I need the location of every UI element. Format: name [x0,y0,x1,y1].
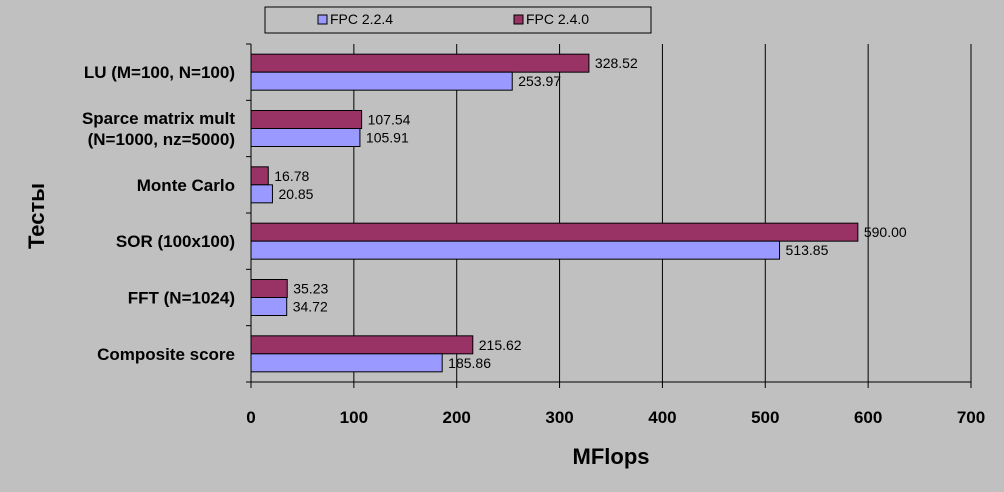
category-label: (N=1000, nz=5000) [88,130,235,149]
data-label: 34.72 [293,299,328,315]
legend: FPC 2.2.4 FPC 2.4.0 [264,6,652,34]
bar [250,297,288,316]
x-axis-title: MFlops [573,444,650,469]
bar [250,279,288,298]
data-label: 215.62 [479,337,522,353]
category-label: Monte Carlo [137,176,235,195]
data-label: 185.86 [448,355,491,371]
legend-box [264,6,652,34]
legend-swatch [317,14,328,25]
data-label: 590.00 [864,224,907,240]
grid-lines [353,44,972,382]
data-label: 513.85 [786,242,829,258]
axes [246,43,972,388]
y-axis-title: Тесты [24,183,49,249]
category-label: LU (M=100, N=100) [84,63,235,82]
x-tick-label: 0 [246,408,255,427]
labels: 328.52 253.97 LU (M=100, N=100) 107.54 105.9… [24,55,985,469]
legend-label: FPC 2.4.0 [526,11,589,27]
bar [250,53,590,73]
bar [250,240,781,260]
bar [250,110,363,129]
x-tick-label: 700 [957,408,985,427]
bar [250,166,269,186]
bar [250,71,513,91]
data-label: 253.97 [518,73,561,89]
category-label: Sparce matrix mult [82,109,235,128]
category-label: FFT (N=1024) [128,289,235,308]
category-label: SOR (100x100) [116,232,235,251]
x-tick-label: 500 [751,408,779,427]
bar [250,222,859,242]
bar [250,184,273,204]
data-label: 105.91 [366,130,409,146]
data-label: 107.54 [368,112,411,128]
x-tick-label: 400 [648,408,676,427]
data-label: 35.23 [293,281,328,297]
data-label: 20.85 [278,186,313,202]
plot-area [251,44,971,382]
x-tick-label: 600 [854,408,882,427]
x-tick-label: 200 [443,408,471,427]
x-tick-label: 300 [545,408,573,427]
legend-swatch [513,14,524,25]
legend-label: FPC 2.2.4 [330,11,393,27]
data-label: 16.78 [274,168,309,184]
bars [250,53,859,373]
bar [250,128,361,147]
bar [250,335,474,355]
bar [250,353,443,373]
category-label: Composite score [97,345,235,364]
x-tick-label: 100 [340,408,368,427]
data-label: 328.52 [595,55,638,71]
